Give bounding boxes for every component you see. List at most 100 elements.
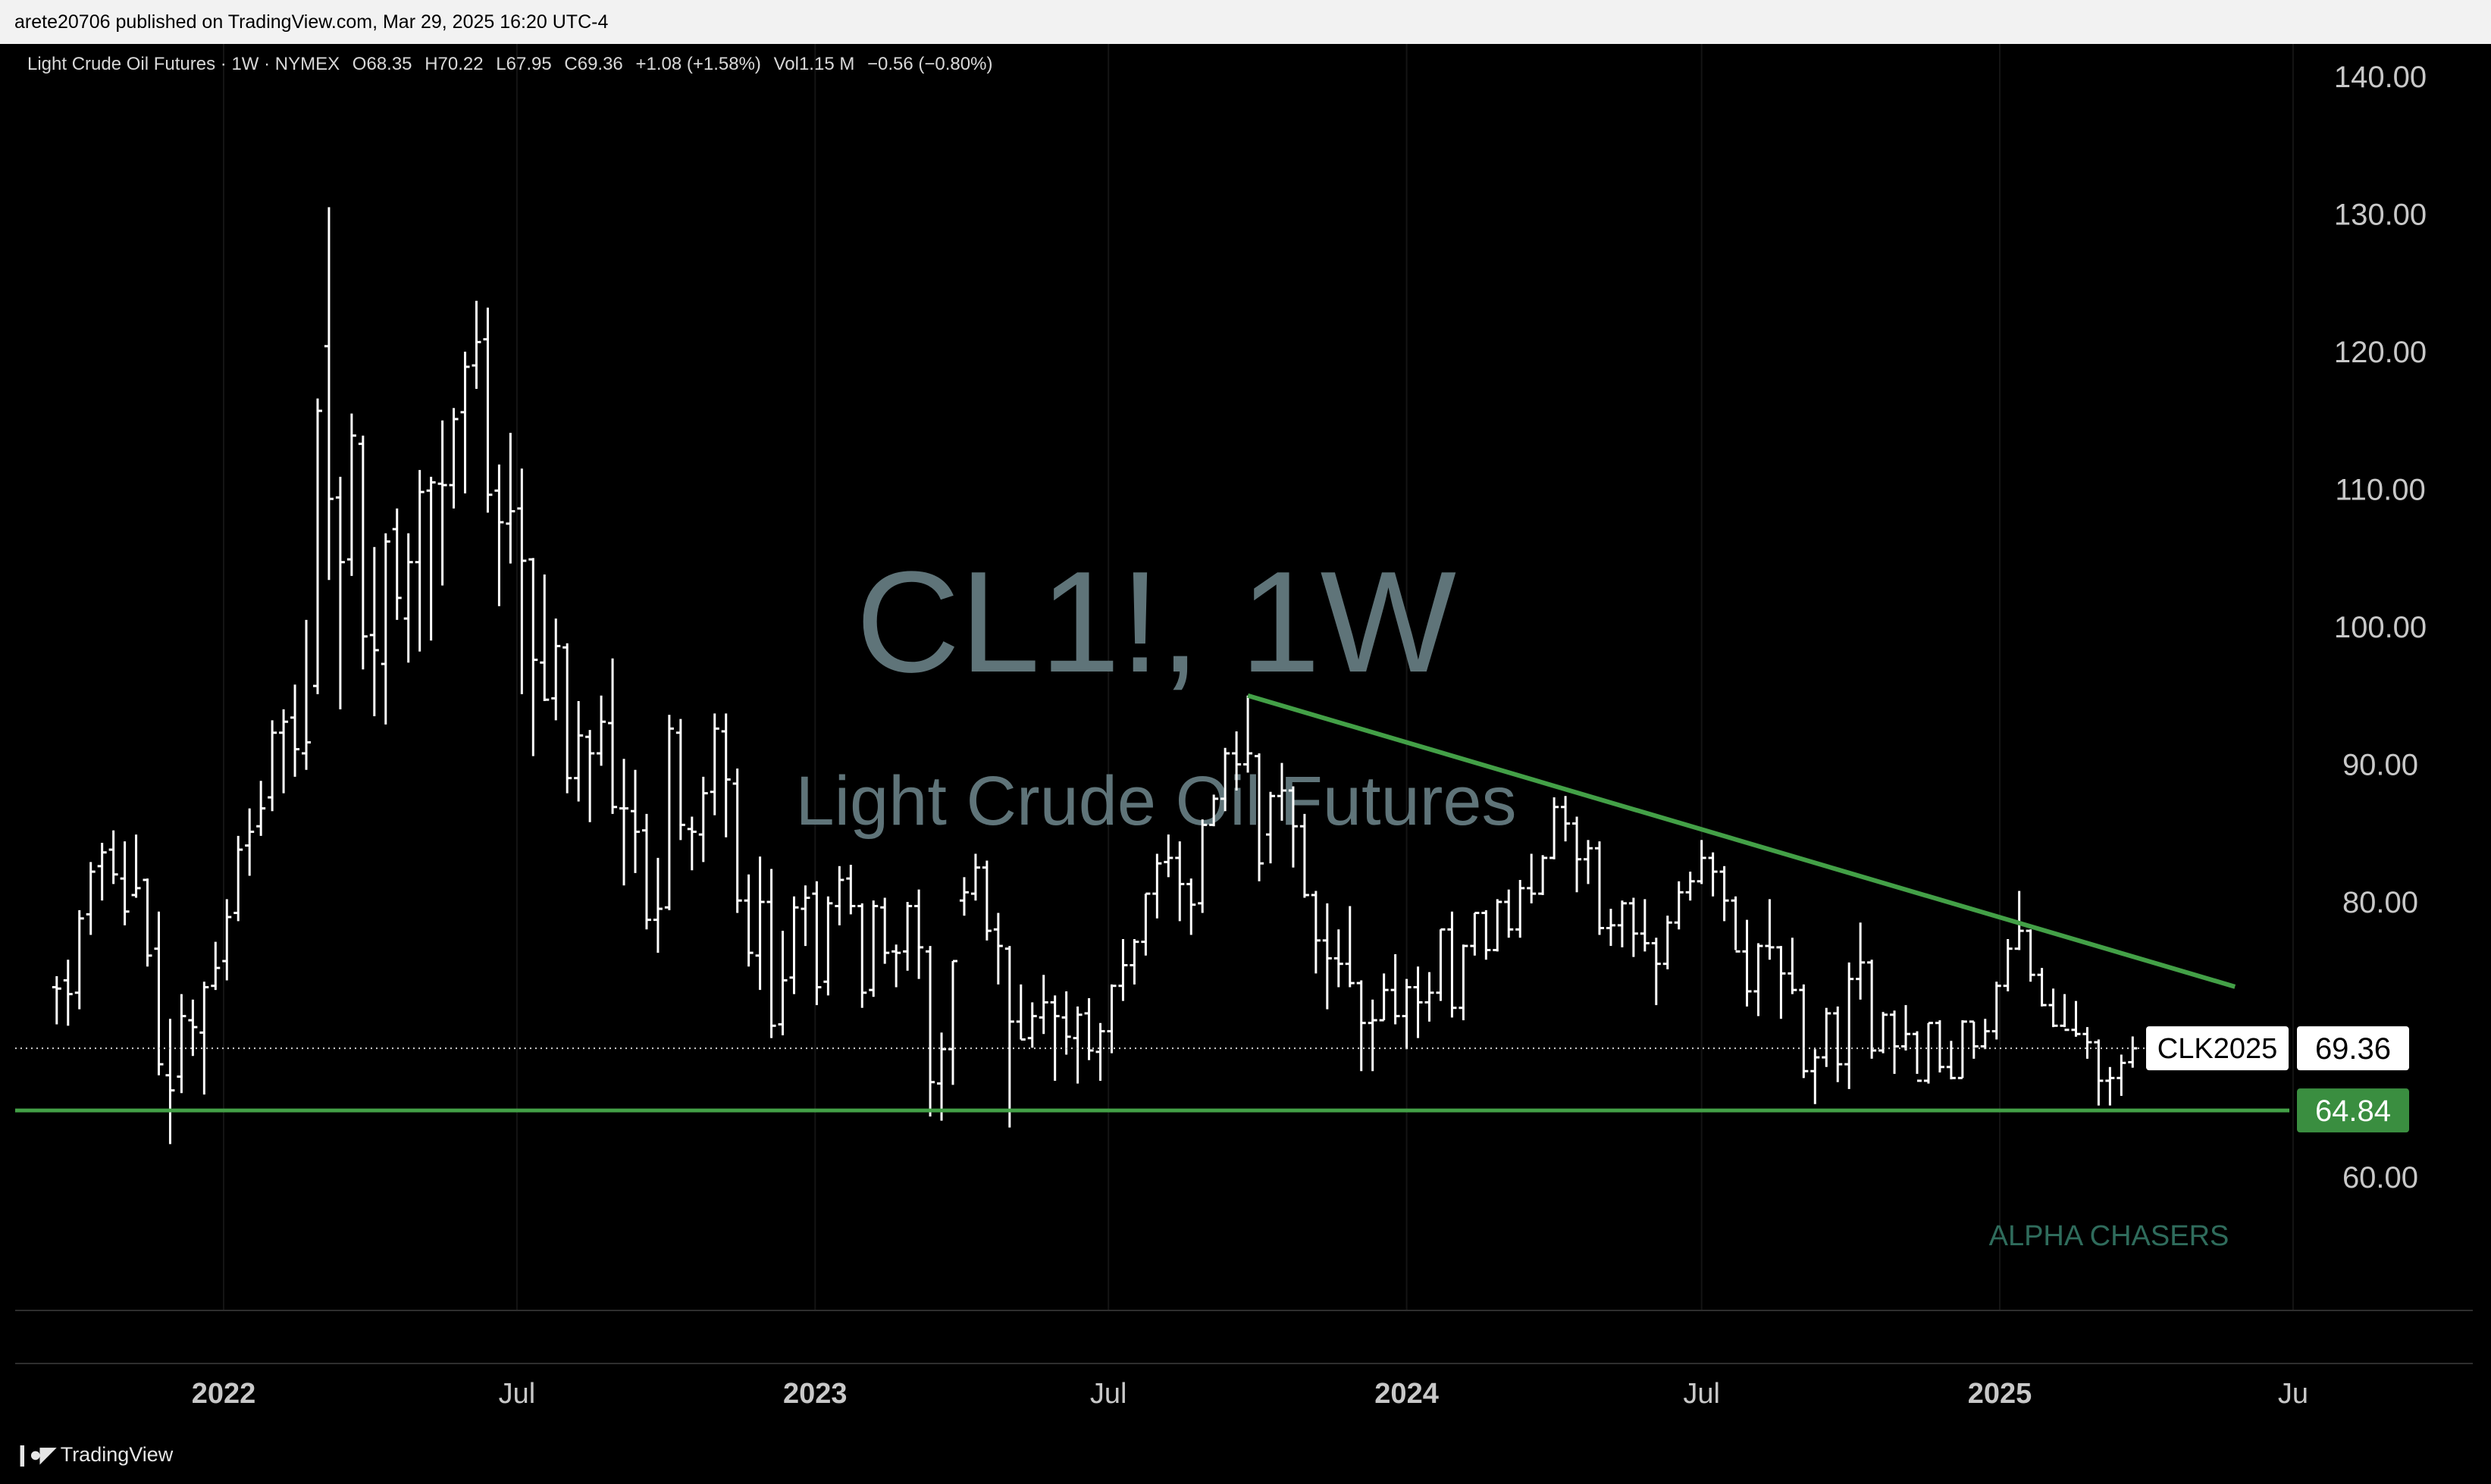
ohlc-bar [312,398,322,694]
ohlc-bar [1413,966,1423,1038]
ohlc-bar [1220,747,1230,812]
ohlc-bar [857,903,867,1008]
ohlc-bar [1447,911,1457,1018]
ohlc-bar [97,842,107,901]
last-price-symbol: CLK2025 [2157,1033,2277,1065]
ohlc-bar [903,902,913,971]
ohlc-bar [1901,1005,1911,1051]
ohlc-bar [517,468,527,694]
plot-area-border [15,1310,2473,1311]
ohlc-bar [1243,695,1253,773]
ohlc-bar [1628,897,1638,957]
ohlc-bar [608,658,618,814]
ohlc-bar [1957,1020,1967,1079]
ohlc-bar [1515,879,1525,938]
legend-volume-change: −0.56 (−0.80%) [867,54,992,74]
ohlc-bar [1935,1020,1944,1073]
ohlc-bar [619,759,629,886]
ohlc-bar [732,768,742,913]
tradingview-brand: TradingView [60,1443,174,1466]
ohlc-bar [2071,1000,2081,1037]
ohlc-bar [1118,939,1128,1001]
tradingview-logo[interactable]: ❙●◤ TradingView [14,1443,173,1467]
ohlc-bar [1436,928,1446,1001]
ohlc-bar [1277,762,1286,821]
ohlc-bar [233,835,243,922]
ohlc-bar [630,769,640,873]
ohlc-bar [1073,1006,1083,1084]
ohlc-bar [1164,834,1173,878]
ohlc-bar [1209,794,1219,827]
support-price-value: 64.84 [2315,1094,2391,1128]
ohlc-bar [778,931,788,1036]
time-tick-label: 2023 [783,1378,848,1410]
ohlc-bar [335,477,345,709]
ohlc-bar [1719,866,1729,922]
ohlc-bar [1742,919,1752,1007]
ohlc-bar [1890,1010,1900,1074]
ohlc-bar [970,853,980,901]
trend-line[interactable] [1247,693,2236,989]
ohlc-bar [1527,853,1537,903]
legend-open: 68.35 [366,54,412,74]
ohlc-bar [1130,939,1139,985]
ohlc-bar [2014,891,2024,950]
ohlc-bar [1822,1007,1831,1067]
ohlc-bar [755,856,765,991]
ohlc-bar [324,207,334,581]
ohlc-bar [869,900,879,997]
chart-frame[interactable]: CL1!, 1W Light Crude Oil Futures 140.00 1… [15,44,2473,1425]
time-axis[interactable]: 2022 Jul 2023 Jul 2024 Jul 2025 Ju [192,1378,2308,1410]
ohlc-bar [1368,999,1377,1072]
ohlc-bar [74,909,84,1010]
ohlc-bar [506,433,515,564]
ohlc-bar [1504,889,1514,938]
legend-volume-label: Vol [774,54,799,74]
ohlc-bar [1095,1022,1105,1081]
ohlc-bar [1856,922,1866,1000]
ohlc-bar [1969,1020,1979,1059]
ohlc-bar [1810,1049,1820,1104]
last-price-label: CLK2025 69.36 [2146,1026,2409,1071]
ohlc-bar [1538,855,1548,895]
ohlc-bar [460,352,470,493]
ohlc-bar [1776,946,1786,1019]
publish-info: arete20706 published on TradingView.com,… [14,11,609,33]
ohlc-bar [1844,962,1854,1089]
price-tick-label: 130.00 [2334,199,2427,232]
ohlc-bar [369,546,379,716]
legend-open-label: O [352,54,367,74]
ohlc-bar [664,715,674,910]
price-tick-label: 140.00 [2334,61,2427,94]
ohlc-bar [1050,995,1060,1081]
price-axis[interactable]: 140.00 130.00 120.00 110.00 100.00 90.00 80.00… [2334,61,2427,1194]
ohlc-bar [2094,1039,2104,1106]
ohlc-bar [279,709,289,794]
time-tick-label: 2024 [1374,1378,1439,1410]
ohlc-bar [710,713,719,816]
ohlc-bar [426,477,436,641]
ohlc-bar [154,911,164,1075]
ohlc-bar [1016,984,1026,1041]
watermark-name: Light Crude Oil Futures [795,762,1516,840]
ohlc-bar [290,684,300,777]
ohlc-bar [574,701,584,802]
ohlc-bar [1617,900,1627,947]
ohlc-bar [982,860,992,941]
ohlc-bar [188,999,198,1057]
ohlc-bar [1708,852,1718,897]
price-chart[interactable]: CL1!, 1W Light Crude Oil Futures 140.001… [15,44,2473,1425]
ohlc-bars [52,207,2138,1144]
support-price-label: 64.84 [2297,1088,2409,1133]
ohlc-bar [891,944,901,988]
price-tick-label: 100.00 [2334,611,2427,644]
ohlc-bar [211,941,221,991]
ohlc-bar [494,464,504,606]
ohlc-bar [1186,878,1196,935]
ohlc-bar [1402,978,1412,1050]
ohlc-bar [1651,938,1661,1006]
ohlc-bar [1288,786,1298,868]
ohlc-bar [222,899,232,981]
price-tick-label: 120.00 [2334,336,2427,369]
ohlc-bar [1481,909,1491,960]
